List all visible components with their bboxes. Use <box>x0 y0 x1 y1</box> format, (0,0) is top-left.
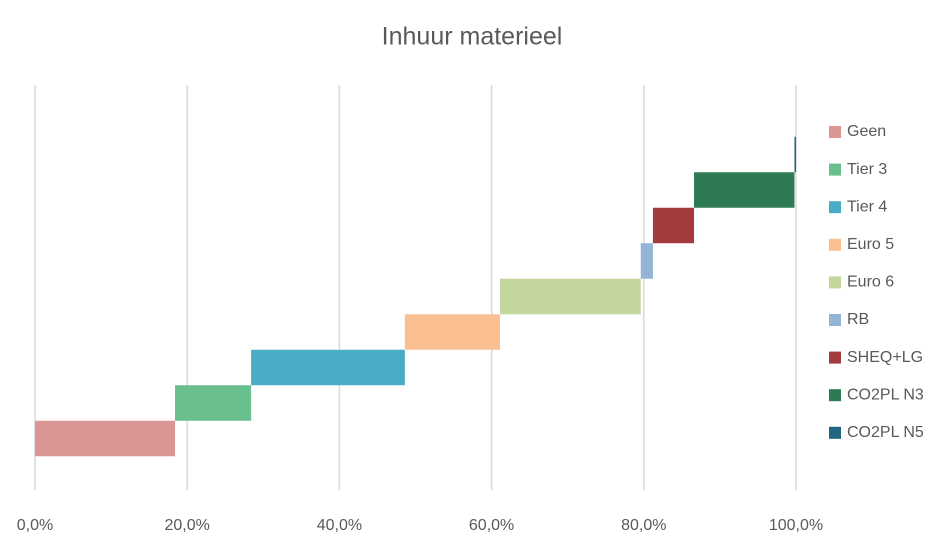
legend-swatch <box>829 163 841 176</box>
x-tick-label: 80,0% <box>621 517 666 534</box>
bar <box>251 349 405 386</box>
x-tick-label: 60,0% <box>469 517 514 534</box>
legend-label: CO2PL N3 <box>847 386 924 403</box>
legend-swatch <box>829 201 841 214</box>
bar <box>652 207 695 244</box>
legend-label: Euro 6 <box>847 274 894 291</box>
legend-label: Tier 3 <box>847 161 887 178</box>
chart-title: Inhuur materieel <box>382 23 563 51</box>
x-tick-label: 40,0% <box>317 517 362 534</box>
bar <box>499 278 641 315</box>
legend-label: Tier 4 <box>847 198 887 215</box>
legend-label: CO2PL N5 <box>847 424 924 441</box>
x-tick-label: 100,0% <box>769 517 823 534</box>
bar <box>175 385 252 421</box>
x-tick-label: 0,0% <box>17 517 53 534</box>
bar <box>694 172 795 208</box>
bar <box>640 243 653 279</box>
legend-swatch <box>829 314 841 326</box>
bar <box>794 136 796 173</box>
legend-swatch <box>829 351 841 364</box>
legend-label: Euro 5 <box>847 236 894 253</box>
legend-swatch <box>829 126 841 138</box>
legend-swatch <box>829 389 841 402</box>
legend-swatch <box>829 238 841 251</box>
legend-label: SHEQ+LG <box>847 349 923 366</box>
x-tick-label: 20,0% <box>165 517 210 534</box>
bar <box>404 314 500 350</box>
legend-swatch <box>829 276 841 289</box>
bar <box>35 420 176 457</box>
legend-label: Geen <box>847 123 886 140</box>
legend-swatch <box>829 426 841 439</box>
legend-label: RB <box>847 311 869 328</box>
